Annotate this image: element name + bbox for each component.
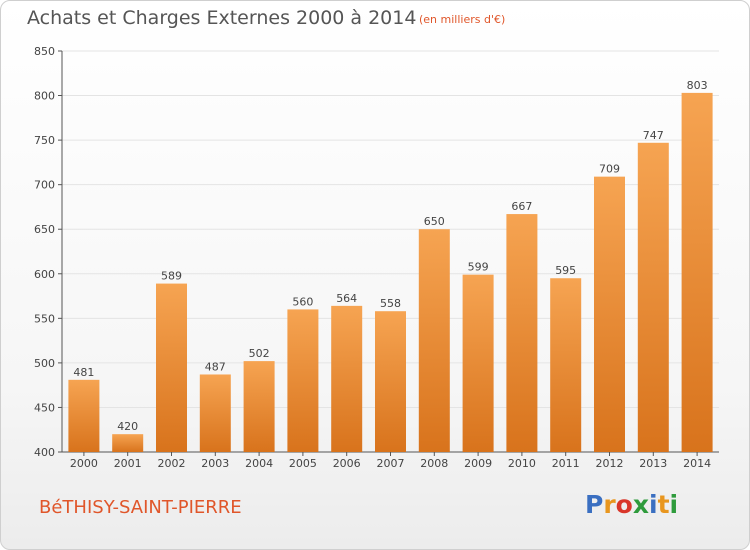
x-tick-label: 2008 [420,457,448,470]
bar [681,92,713,452]
bar [550,278,582,452]
bar [287,309,319,452]
bar [375,311,406,452]
x-tick-label: 2011 [552,457,580,470]
proxiti-logo[interactable]: Proxiti [585,490,678,519]
x-tick-label: 2004 [245,457,273,470]
bars [68,92,713,453]
x-tick-label: 2001 [114,457,142,470]
labels: 400 450 500 550 600 650 700 750 800 850 2000 481 200… [34,45,711,470]
chart-title: Achats et Charges Externes 2000 à 2014 [27,7,417,29]
data-label: 709 [599,163,620,176]
data-label: 487 [205,360,226,373]
x-tick-label: 2003 [201,457,229,470]
bar [331,305,363,452]
bar [156,283,187,452]
logo-letter: i [669,490,679,519]
x-tick-label: 2002 [158,457,186,470]
data-label: 667 [511,200,532,213]
y-tick-label: 400 [34,446,55,459]
logo-letter: x [632,490,649,519]
data-label: 595 [555,264,576,277]
y-tick-label: 850 [34,45,55,58]
bar [418,229,450,452]
logo-letter: o [615,490,633,519]
y-tick-label: 800 [34,90,55,103]
y-tick-label: 700 [34,179,55,192]
data-label: 481 [73,366,94,379]
data-label: 558 [380,297,401,310]
bar [199,374,231,452]
x-tick-label: 2013 [639,457,667,470]
x-tick-label: 2000 [70,457,98,470]
x-tick-label: 2010 [508,457,536,470]
y-tick-label: 650 [34,223,55,236]
chart-subtitle: (en milliers d'€) [419,13,506,26]
logo-letter: r [603,490,616,519]
data-label: 502 [249,347,270,360]
x-tick-label: 2006 [333,457,361,470]
data-label: 420 [117,420,138,433]
bar [506,214,538,452]
bar [594,176,625,452]
data-label: 589 [161,270,182,283]
data-label: 747 [643,129,664,142]
logo-letter: t [657,490,670,519]
bar [637,142,669,453]
bar [112,434,144,452]
x-tick-label: 2007 [377,457,405,470]
commune-name: BéTHISY-SAINT-PIERRE [39,497,242,518]
y-tick-label: 550 [34,312,55,325]
x-tick-label: 2014 [683,457,711,470]
logo-letter: i [649,490,658,519]
x-tick-label: 2005 [289,457,317,470]
data-label: 560 [292,295,313,308]
data-label: 650 [424,215,445,228]
bar [68,379,100,452]
x-tick-label: 2012 [596,457,624,470]
bar [462,274,494,452]
bar [243,361,275,452]
y-tick-label: 600 [34,268,55,281]
x-tick-label: 2009 [464,457,492,470]
data-label: 564 [336,292,357,305]
y-tick-label: 450 [34,401,55,414]
data-label: 803 [687,79,708,92]
logo-letter: P [585,490,604,519]
y-tick-label: 750 [34,134,55,147]
y-tick-label: 500 [34,357,55,370]
data-label: 599 [468,261,489,274]
